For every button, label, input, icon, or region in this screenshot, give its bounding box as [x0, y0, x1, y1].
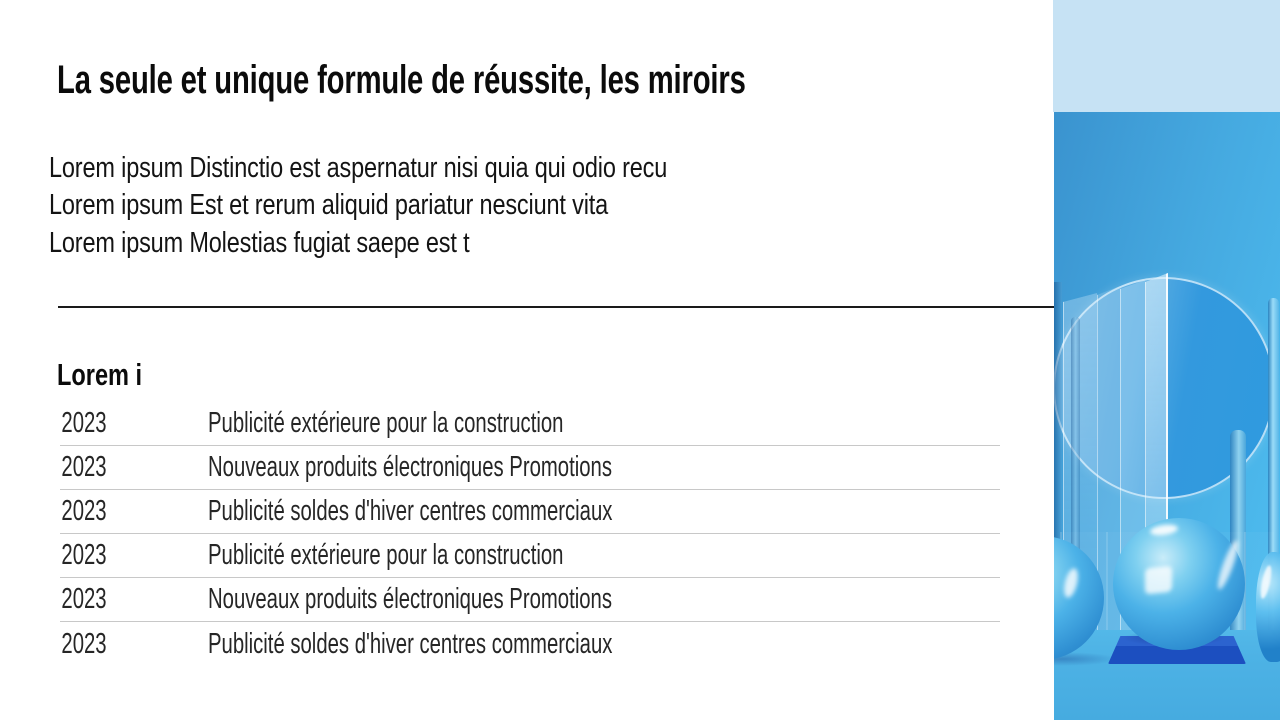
body-line: Lorem ipsum Molestias fugiat saepe est t — [49, 226, 470, 259]
row-year: 2023 — [61, 539, 107, 571]
main-sphere — [1113, 518, 1245, 650]
row-label: Publicité soldes d'hiver centres commerc… — [208, 627, 613, 660]
body-line: Lorem ipsum Distinctio est aspernatur ni… — [49, 152, 668, 184]
table-row: 2023 Publicité extérieure pour la constr… — [60, 534, 1000, 578]
table-row: 2023 Publicité soldes d'hiver centres co… — [60, 490, 1000, 534]
decorative-image — [1054, 112, 1280, 720]
sphere-shadow — [1054, 652, 1118, 666]
row-label: Publicité extérieure pour la constructio… — [208, 539, 564, 571]
row-label: Publicité extérieure pour la constructio… — [208, 407, 564, 439]
row-label: Publicité soldes d'hiver centres commerc… — [208, 495, 613, 527]
slide-title: La seule et unique formule de réussite, … — [57, 58, 746, 102]
row-label: Nouveaux produits électroniques Promotio… — [208, 451, 612, 483]
table-row: 2023 Publicité extérieure pour la constr… — [60, 402, 1000, 446]
divider-line — [58, 306, 1057, 308]
edge-pillar — [1054, 282, 1062, 668]
right-pillar — [1268, 298, 1279, 658]
history-table: 2023 Publicité extérieure pour la constr… — [60, 402, 1000, 666]
right-glass-object — [1256, 552, 1280, 662]
row-year: 2023 — [61, 407, 107, 439]
row-year: 2023 — [61, 495, 107, 527]
thin-pillar — [1071, 317, 1080, 672]
table-row: 2023 Nouveaux produits électroniques Pro… — [60, 578, 1000, 622]
row-year: 2023 — [61, 627, 107, 660]
body-text: Lorem ipsum Distinctio est aspernatur ni… — [49, 150, 812, 262]
glass-panel — [1097, 286, 1120, 654]
top-right-accent-band — [1053, 0, 1280, 112]
table-row: 2023 Nouveaux produits électroniques Pro… — [60, 446, 1000, 490]
row-year: 2023 — [61, 451, 107, 483]
section-heading: Lorem i — [57, 357, 143, 392]
row-label: Nouveaux produits électroniques Promotio… — [208, 583, 612, 615]
body-line: Lorem ipsum Est et rerum aliquid pariatu… — [49, 189, 609, 222]
table-row: 2023 Publicité soldes d'hiver centres co… — [60, 622, 1000, 666]
row-year: 2023 — [61, 583, 107, 615]
